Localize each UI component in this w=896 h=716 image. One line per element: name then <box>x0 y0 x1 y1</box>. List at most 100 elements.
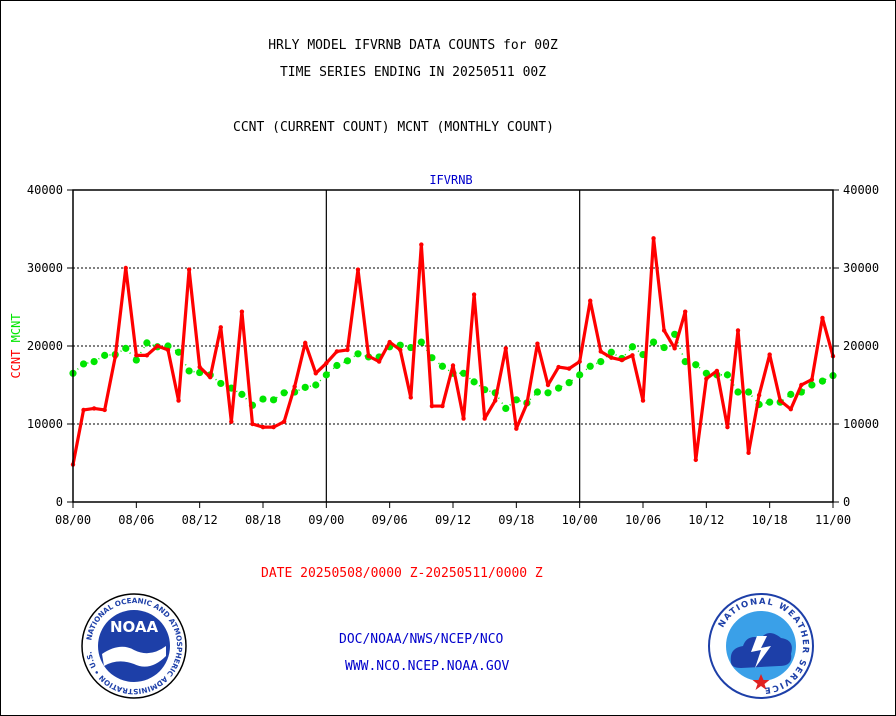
mcnt-point <box>565 379 573 387</box>
mcnt-point <box>723 371 732 379</box>
mcnt-point <box>438 362 447 370</box>
mcnt-point <box>238 390 246 398</box>
ccnt-point <box>429 403 435 409</box>
ccnt-point <box>651 236 656 241</box>
org-path-label: DOC/NOAA/NWS/NCEP/NCO <box>339 632 504 647</box>
mcnt-point <box>132 356 140 364</box>
chart-subtitle: CCNT (CURRENT COUNT) MCNT (MONTHLY COUNT… <box>233 120 554 135</box>
ccnt-point <box>123 265 128 271</box>
ccnt-point <box>493 398 498 403</box>
mcnt-point <box>322 371 330 379</box>
mcnt-point <box>174 348 183 356</box>
ccnt-point <box>683 309 688 314</box>
y-axis-label: CCNT MCNT <box>9 313 23 378</box>
ccnt-point <box>609 355 614 360</box>
mcnt-point <box>734 388 742 396</box>
ccnt-point <box>799 382 804 388</box>
mcnt-point <box>417 338 425 346</box>
ccnt-point <box>366 353 371 359</box>
ccnt-point <box>292 384 297 389</box>
ccnt-point <box>165 347 171 353</box>
mcnt-point <box>649 338 658 346</box>
ccnt-point <box>482 416 487 421</box>
mcnt-point <box>660 343 668 352</box>
x-tick-label: 10/12 <box>688 513 724 527</box>
ccnt-point <box>387 339 392 345</box>
x-tick-label: 09/18 <box>498 513 534 527</box>
ccnt-point <box>788 406 793 412</box>
ccnt-point <box>186 267 192 272</box>
mcnt-point <box>533 388 542 396</box>
ccnt-point <box>809 377 815 382</box>
ccnt-point <box>524 401 530 406</box>
mcnt-point <box>185 367 193 375</box>
mcnt-point <box>333 361 341 370</box>
y-tick-label-left: 20000 <box>27 339 63 353</box>
mcnt-point <box>143 339 151 347</box>
ccnt-point <box>134 353 139 358</box>
ccnt-point <box>345 347 350 353</box>
mcnt-point <box>576 371 584 379</box>
ccnt-point <box>408 395 413 400</box>
svg-text:CCNT MCNT: CCNT MCNT <box>9 313 23 378</box>
mcnt-point <box>217 379 225 388</box>
ccnt-point <box>176 398 181 403</box>
ccnt-point <box>144 353 150 358</box>
mcnt-point <box>301 383 309 391</box>
ccnt-point <box>756 392 762 398</box>
ccnt-point <box>630 353 635 358</box>
ccnt-point <box>334 349 340 354</box>
ccnt-point <box>767 352 772 357</box>
y-tick-label-right: 10000 <box>843 417 879 431</box>
x-tick-label: 09/06 <box>372 513 408 527</box>
ccnt-point <box>503 346 508 351</box>
mcnt-point <box>744 388 753 396</box>
y-tick-label-left: 10000 <box>27 417 63 431</box>
plot-border <box>72 189 834 503</box>
y-axis-label-part: MCNT <box>9 313 23 349</box>
ccnt-point <box>218 325 223 330</box>
x-tick-label: 08/12 <box>182 513 218 527</box>
y-tick-label-right: 20000 <box>843 339 879 353</box>
mcnt-point <box>702 369 710 377</box>
y-tick-label-right: 30000 <box>843 261 879 275</box>
date-range-label: DATE 20250508/0000 Z-20250511/0000 Z <box>261 566 543 581</box>
mcnt-point <box>90 358 98 366</box>
y-tick-label-left: 30000 <box>27 261 63 275</box>
title-line-2: TIME SERIES ENDING IN 20250511 00Z <box>279 65 547 80</box>
ccnt-point <box>303 340 308 346</box>
plot-label: IFVRNB <box>429 173 472 187</box>
ccnt-point <box>324 360 329 366</box>
ccnt-point <box>260 424 266 430</box>
ccnt-point <box>450 363 456 368</box>
mcnt-point <box>354 350 362 358</box>
ccnt-point <box>661 328 667 333</box>
y-tick-label-left: 40000 <box>27 183 63 197</box>
ccnt-point <box>91 406 97 411</box>
mcnt-point <box>692 361 700 369</box>
title-line-1: HRLY MODEL IFVRNB DATA COUNTS for 00Z <box>268 38 558 53</box>
mcnt-point <box>554 384 563 392</box>
ccnt-point <box>672 346 677 351</box>
x-tick-label: 10/18 <box>752 513 788 527</box>
x-tick-label: 10/06 <box>625 513 661 527</box>
ccnt-point <box>746 450 751 456</box>
nws-logo: NATIONAL WEATHER SERVICE <box>708 593 814 699</box>
mcnt-point <box>787 390 795 398</box>
ccnt-point <box>577 359 582 364</box>
mcnt-point <box>312 381 320 389</box>
mcnt-point <box>502 404 510 412</box>
ccnt-point <box>461 416 466 421</box>
ccnt-point <box>113 354 118 360</box>
ccnt-point <box>376 359 382 364</box>
noaa-center-text: NOAA <box>110 618 159 636</box>
ccnt-point <box>588 298 593 303</box>
ccnt-point <box>545 382 551 388</box>
ccnt-point <box>250 421 255 427</box>
ccnt-point <box>398 347 403 353</box>
noaa-logo: NATIONAL OCEANIC AND ATMOSPHERIC ADMINIS… <box>80 592 187 699</box>
y-tick-label-right: 0 <box>843 495 850 509</box>
mcnt-point <box>671 330 679 338</box>
ccnt-point <box>355 267 361 272</box>
mcnt-point <box>259 395 267 403</box>
